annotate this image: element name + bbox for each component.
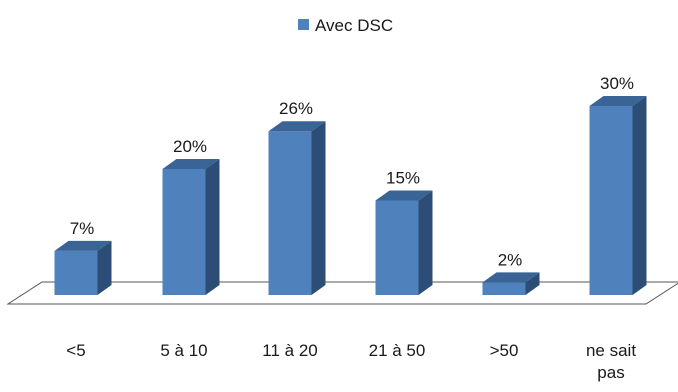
category-label: 11 à 20 <box>262 341 317 360</box>
legend: Avec DSC <box>298 16 393 35</box>
category-label: ne sait pas <box>586 341 636 382</box>
bar <box>375 190 433 295</box>
bar-side <box>311 121 326 295</box>
category-label: 21 à 50 <box>369 341 426 360</box>
bar-top <box>162 159 220 169</box>
bar <box>482 272 540 295</box>
bar-side <box>525 272 540 295</box>
bar-top <box>268 121 326 132</box>
data-label: 26% <box>279 99 313 118</box>
bar <box>54 240 112 295</box>
bar-front <box>482 282 526 295</box>
category-label: <5 <box>66 341 85 360</box>
bar-top <box>589 96 647 106</box>
chart-floor <box>6 281 678 305</box>
data-label: 7% <box>70 219 95 238</box>
bar-front <box>54 250 98 295</box>
bar <box>589 96 647 295</box>
data-label: 15% <box>386 169 420 188</box>
bar-front <box>162 169 206 295</box>
bar-side <box>97 240 112 295</box>
bar-front <box>589 106 633 295</box>
bar-side <box>205 159 220 295</box>
bar-top <box>54 240 112 251</box>
data-label: 20% <box>173 137 207 156</box>
bar-top <box>482 272 540 283</box>
bars-group <box>54 96 647 295</box>
bar-front <box>268 131 312 295</box>
bar <box>162 159 220 295</box>
bar-side <box>418 190 433 295</box>
bar-top <box>375 190 433 201</box>
category-labels-group: <5 5 à 10 11 à 20 21 à 50 >50 ne sait pas <box>66 341 636 382</box>
legend-label: Avec DSC <box>315 16 393 35</box>
bar <box>268 121 326 295</box>
bar-front <box>375 200 419 295</box>
data-labels-group: 7% 20% 26% 15% 2% 30% <box>70 74 634 269</box>
data-label: 2% <box>498 250 523 269</box>
category-label: 5 à 10 <box>160 341 207 360</box>
bar-side <box>632 96 647 295</box>
data-label: 30% <box>600 74 634 93</box>
legend-swatch <box>298 19 309 30</box>
category-label: >50 <box>490 341 519 360</box>
